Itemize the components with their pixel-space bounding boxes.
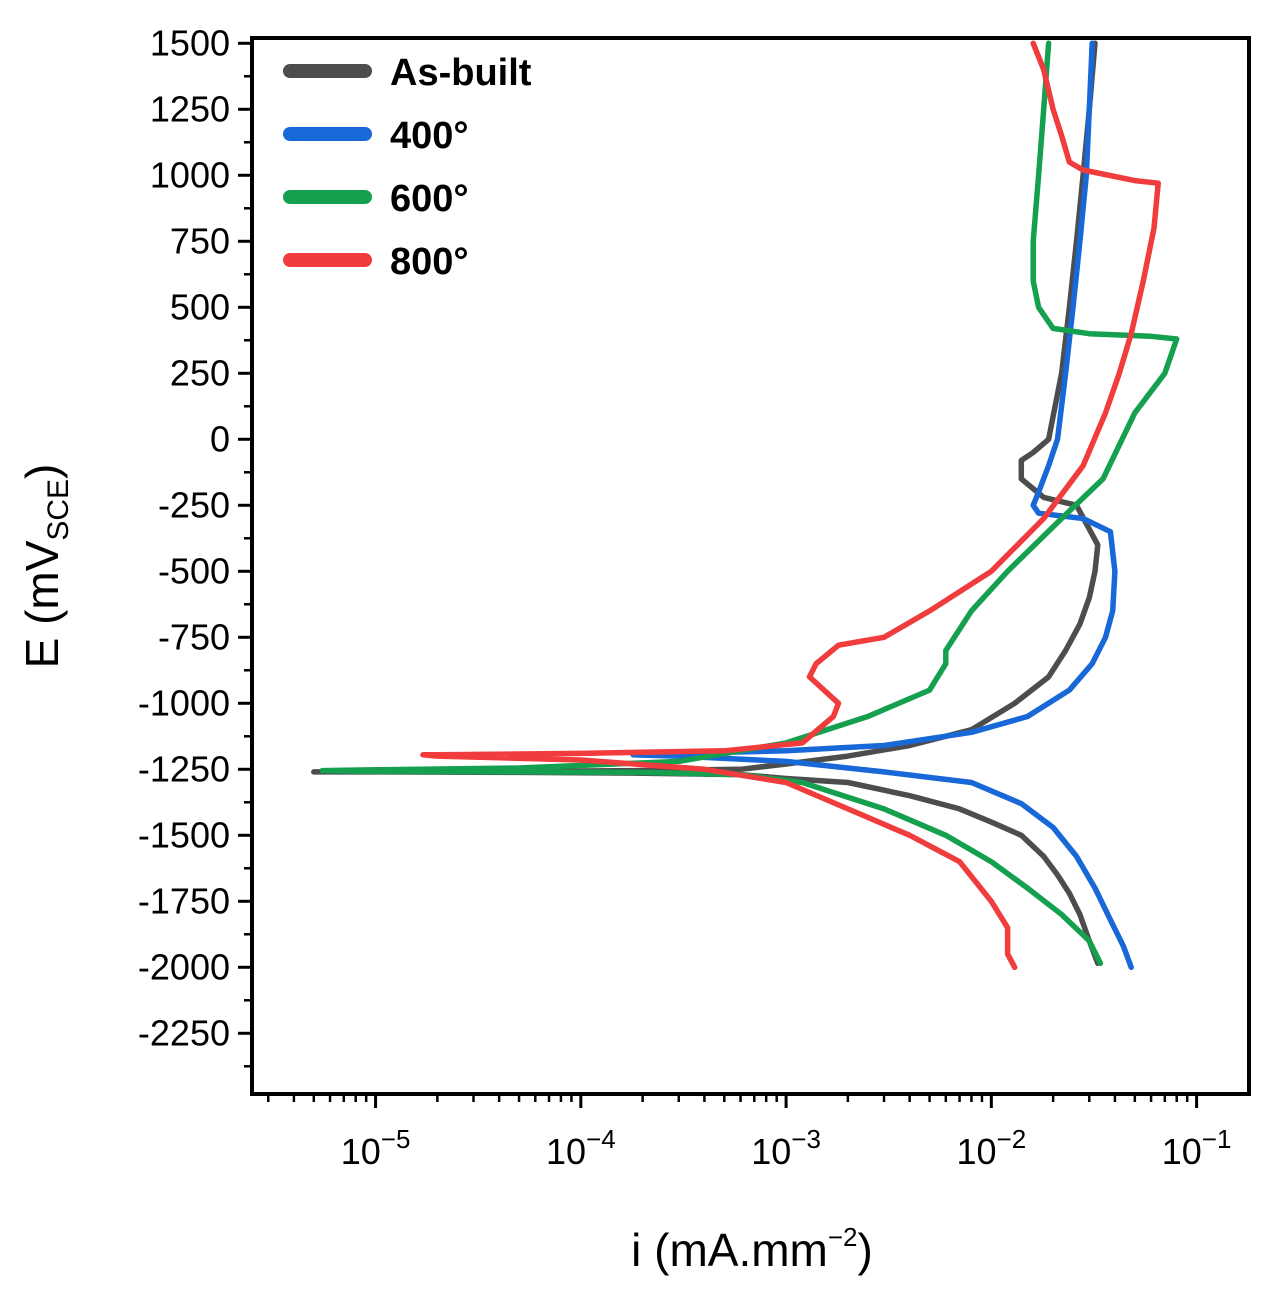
series-line-3 <box>420 40 1161 971</box>
x-tick-label: 10−1 <box>1162 1124 1232 1172</box>
y-tick-label: 750 <box>170 220 230 261</box>
series-line-0 <box>311 40 1101 967</box>
x-tick-label: 10−2 <box>956 1124 1026 1172</box>
plot-frame <box>250 36 1251 1096</box>
y-tick-label: -250 <box>158 484 230 525</box>
y-tick-label: 0 <box>210 418 230 459</box>
y-tick-label: -2250 <box>138 1012 230 1053</box>
y-tick-label: -1000 <box>138 682 230 723</box>
y-tick-label: 250 <box>170 352 230 393</box>
legend-label: 400° <box>390 115 469 157</box>
x-axis: 10−5 10−4 10−3 10−2 10−1 <box>267 1094 1232 1172</box>
y-tick-label: -1500 <box>138 814 230 855</box>
y-axis-title-subscript: SCE <box>42 479 75 541</box>
y-tick-label: -2000 <box>138 946 230 987</box>
x-tick-label: 10−3 <box>751 1124 821 1172</box>
legend-label: 800° <box>390 241 469 283</box>
series-line-1 <box>630 40 1134 971</box>
legend: As-built 400° 600° 800° <box>283 52 532 283</box>
y-tick-label: -500 <box>158 550 230 591</box>
series-line-2 <box>319 40 1180 967</box>
y-tick-label: 1000 <box>150 154 230 195</box>
y-tick-label: 1250 <box>150 88 230 129</box>
x-tick-label: 10−4 <box>546 1124 616 1172</box>
series-layer <box>311 40 1180 971</box>
y-axis-title-end: ) <box>16 464 68 479</box>
x-axis-title-base: i (mA.mm <box>631 1224 828 1276</box>
y-tick-label: 1500 <box>150 22 230 63</box>
y-tick-label: 500 <box>170 286 230 327</box>
y-tick-label: -750 <box>158 616 230 657</box>
y-axis: 1500 1250 1000 750 500 250 0 -250 -500 -750 -1000 -… <box>138 22 252 1068</box>
x-axis-title-superscript: −2 <box>828 1222 858 1252</box>
x-tick-label: 10−5 <box>341 1124 411 1172</box>
y-tick-label: -1250 <box>138 748 230 789</box>
y-axis-title: E (mVSCE) <box>16 464 75 669</box>
x-axis-title-end: ) <box>858 1224 873 1276</box>
y-axis-title-base: E (mV <box>16 540 68 668</box>
legend-label: As-built <box>390 52 532 94</box>
x-axis-title: i (mA.mm−2) <box>631 1222 873 1276</box>
y-tick-label: -1750 <box>138 880 230 921</box>
legend-label: 600° <box>390 178 469 220</box>
